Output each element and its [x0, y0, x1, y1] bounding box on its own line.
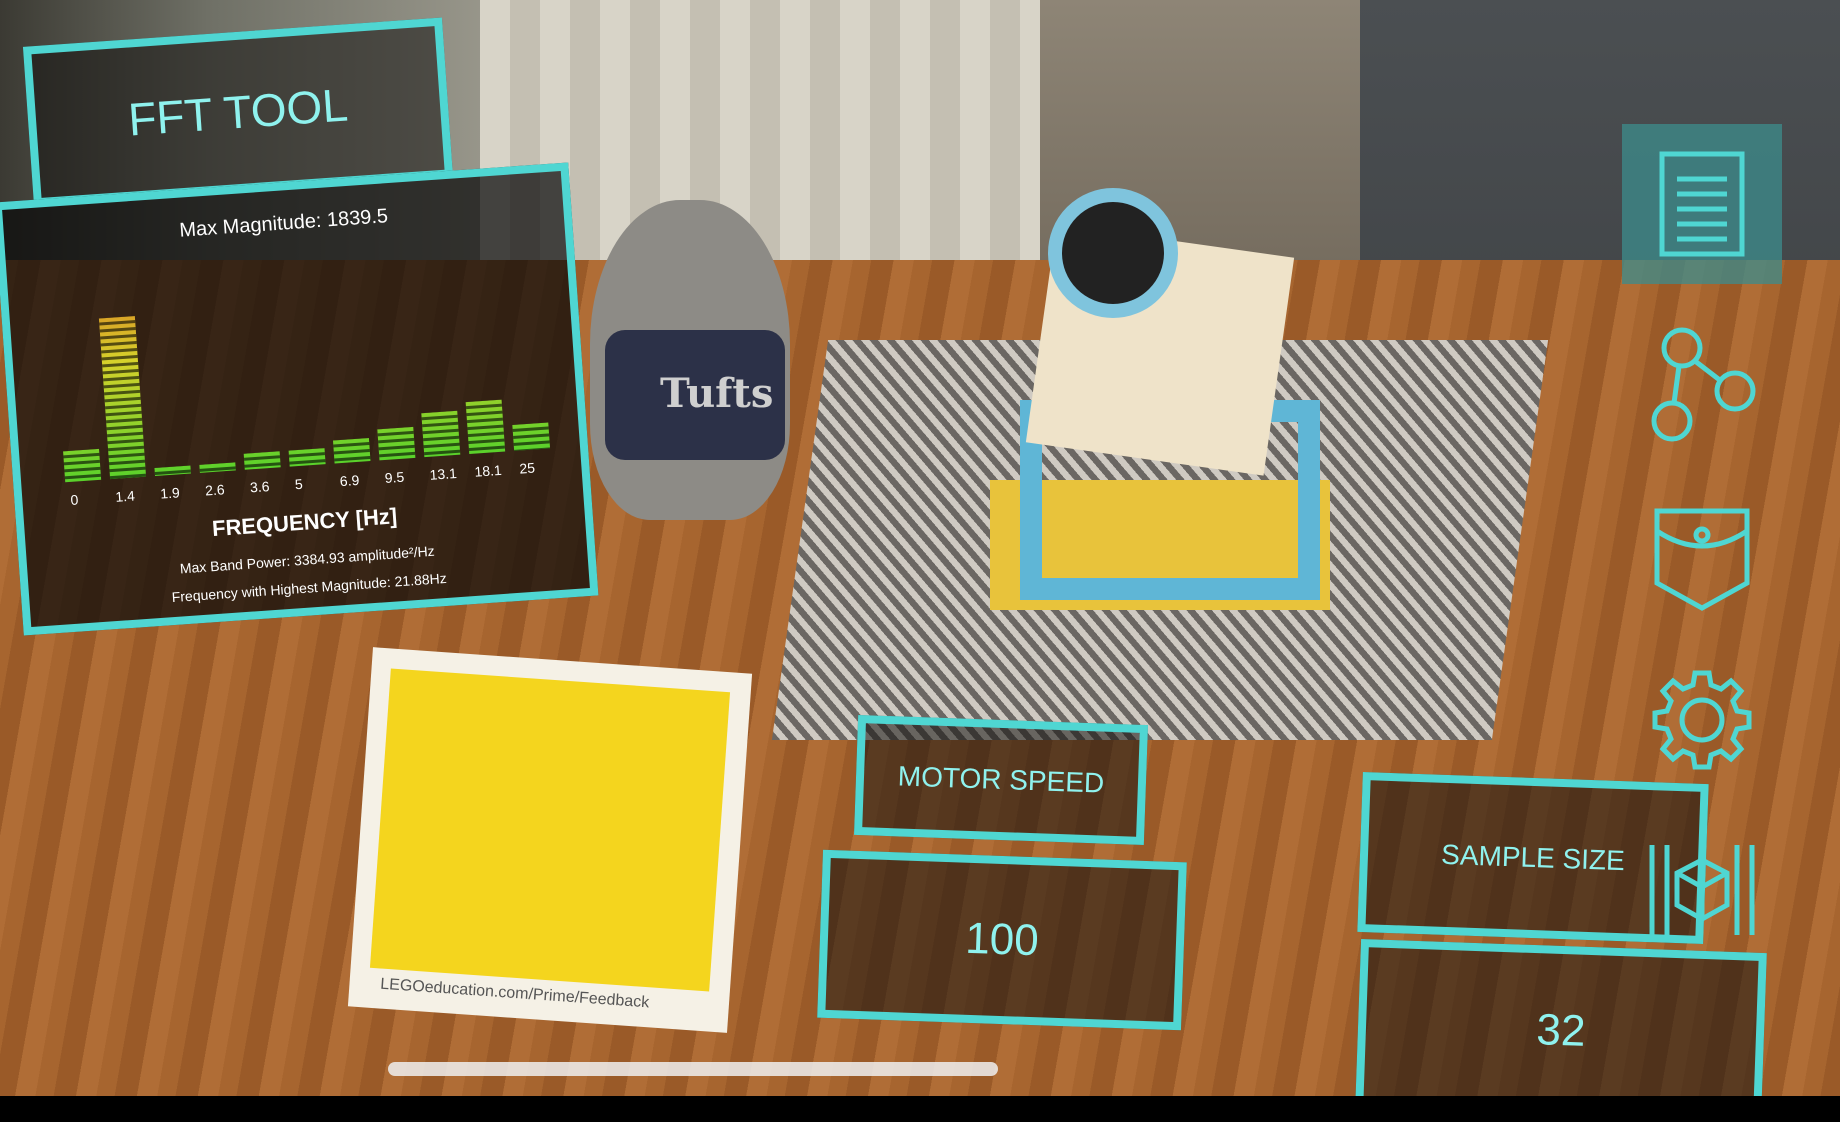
fft-x-tick-label: 2.6 [204, 481, 226, 499]
motor-speed-label: MOTOR SPEED [897, 760, 1105, 799]
booklet-page [369, 668, 731, 992]
max-magnitude-label: Max Magnitude: 1839.5 [178, 205, 389, 242]
camera-view: Tufts LEGOeducation.com/Prime/Feedback F… [0, 0, 1840, 1096]
fft-graph-panel: Max Magnitude: 1839.5 0 1.4 1.9 2.6 3.6 5 6.9 9… [0, 162, 599, 636]
fft-x-tick-label: 18.1 [473, 461, 503, 480]
fft-bar [243, 451, 281, 470]
fft-x-tick-label: 0 [69, 491, 79, 508]
fft-x-tick-label: 3.6 [249, 478, 271, 496]
motor-speed-input[interactable]: 100 [817, 849, 1187, 1031]
sample-size-value: 32 [1535, 1005, 1587, 1056]
fft-bar [465, 399, 506, 455]
fft-bar [421, 410, 461, 458]
notes-icon [1659, 151, 1745, 257]
pocket-button[interactable] [1622, 478, 1782, 638]
fft-x-tick-label: 25 [518, 459, 536, 477]
plush-shirt [605, 330, 785, 460]
fft-bar [332, 438, 371, 464]
fft-x-tick-label: 6.9 [339, 471, 360, 490]
graph-nodes-button[interactable] [1622, 306, 1782, 466]
sample-size-label: SAMPLE SIZE [1440, 838, 1626, 877]
robot-wheel [1048, 188, 1178, 318]
fft-bar [199, 462, 236, 473]
plush-shirt-text: Tufts [660, 370, 774, 417]
fft-tool-title: FFT TOOL [126, 78, 350, 146]
cube-icon [1649, 845, 1755, 935]
home-indicator[interactable] [388, 1062, 998, 1076]
fft-bar [377, 426, 416, 461]
pocket-icon [1654, 508, 1750, 611]
settings-button[interactable] [1622, 640, 1782, 800]
fft-x-tick-label: 1.4 [114, 487, 136, 505]
fft-bar [512, 422, 551, 451]
fft-x-tick-label: 9.5 [384, 468, 405, 486]
fft-bar [288, 448, 326, 467]
fft-x-tick-label: 5 [294, 475, 304, 493]
motor-speed-label-panel: MOTOR SPEED [853, 714, 1149, 846]
gear-icon [1652, 670, 1752, 770]
graph-nodes-icon [1651, 327, 1756, 442]
fft-x-tick-label: 13.1 [429, 464, 458, 483]
fft-bar [63, 448, 102, 483]
motor-speed-value: 100 [964, 913, 1040, 966]
fft-x-tick-label: 1.9 [159, 484, 181, 502]
fft-bar [98, 316, 147, 480]
notes-button[interactable] [1622, 124, 1782, 284]
cube-button[interactable] [1622, 810, 1782, 970]
fft-bar [154, 465, 191, 477]
